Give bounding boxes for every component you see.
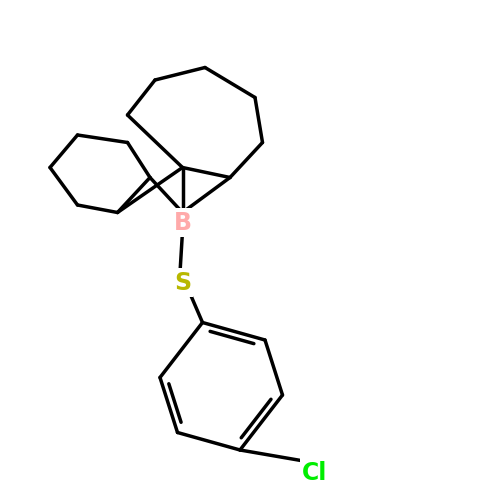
Text: S: S xyxy=(174,270,191,294)
Text: B: B xyxy=(174,210,192,234)
Text: Cl: Cl xyxy=(302,460,328,484)
